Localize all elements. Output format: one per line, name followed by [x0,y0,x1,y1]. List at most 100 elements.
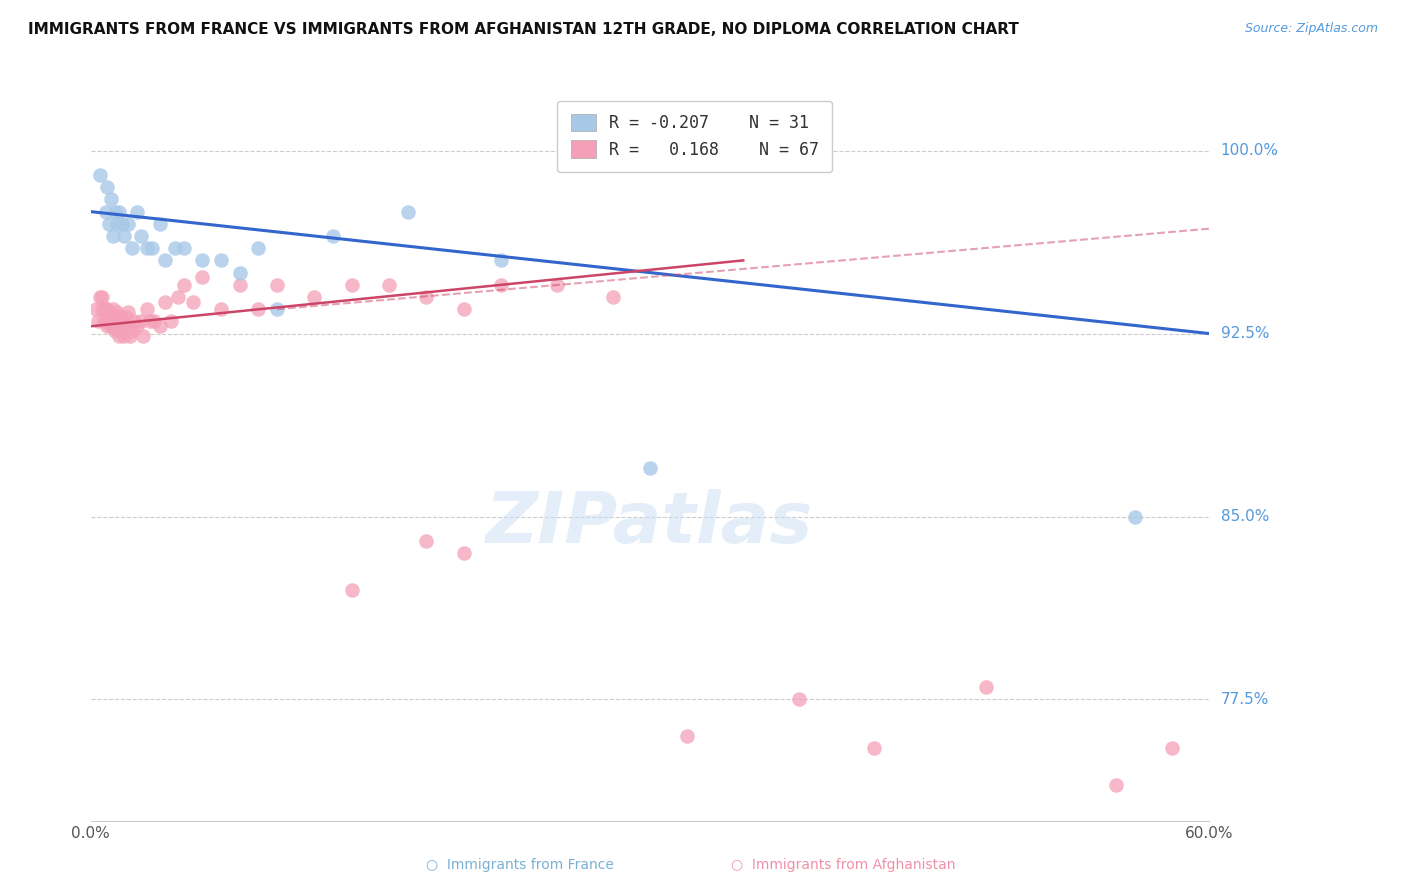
Point [98,304,121,318]
Point [94,302,117,317]
Point [111,217,134,231]
Text: IMMIGRANTS FROM FRANCE VS IMMIGRANTS FROM AFGHANISTAN 12TH GRADE, NO DIPLOMA COR: IMMIGRANTS FROM FRANCE VS IMMIGRANTS FRO… [28,22,1019,37]
Point [415,533,437,548]
Point [153,294,176,309]
Point [112,229,135,244]
Text: 77.5%: 77.5% [1220,692,1268,707]
Point [100,319,122,334]
Point [129,314,152,328]
Point [181,294,204,309]
Point [84,302,107,317]
Point [90,302,112,317]
Text: ○  Immigrants from France: ○ Immigrants from France [426,858,614,872]
Point [1105,778,1128,792]
Point [89,290,111,304]
Point [129,229,152,244]
Point [638,460,661,475]
Point [340,277,363,292]
Point [143,314,166,328]
Point [304,290,326,304]
Point [121,324,143,338]
Point [107,314,129,328]
Point [266,302,288,317]
Point [159,314,181,328]
Point [105,319,128,334]
Point [167,290,190,304]
Point [135,241,157,255]
Point [862,741,884,756]
Text: 92.5%: 92.5% [1220,326,1270,341]
Text: Source: ZipAtlas.com: Source: ZipAtlas.com [1244,22,1378,36]
Point [173,241,195,255]
Point [107,204,129,219]
Point [111,314,134,328]
Point [94,204,117,219]
Point [453,546,475,560]
Point [93,314,115,328]
Point [105,304,128,318]
Point [191,270,214,285]
Point [453,302,475,317]
Point [135,302,157,317]
Point [191,253,214,268]
Point [121,241,143,255]
Text: 100.0%: 100.0% [1220,143,1278,158]
Point [247,241,270,255]
Point [101,319,124,334]
Point [98,314,121,328]
Point [110,324,132,338]
Point [787,692,810,706]
Point [1161,741,1184,756]
Point [139,314,162,328]
Point [115,310,138,324]
Point [117,217,139,231]
Point [122,314,145,328]
Point [90,290,112,304]
Point [112,329,135,343]
Point [602,290,624,304]
Point [118,329,141,343]
Point [96,319,118,334]
Text: ○  Immigrants from Afghanistan: ○ Immigrants from Afghanistan [731,858,956,872]
Point [149,217,172,231]
Text: ZIPatlas: ZIPatlas [486,490,814,558]
Point [415,290,437,304]
Point [132,329,155,343]
Text: 85.0%: 85.0% [1220,509,1268,524]
Legend: R = -0.207    N = 31, R =   0.168    N = 67: R = -0.207 N = 31, R = 0.168 N = 67 [557,101,832,172]
Point [489,277,512,292]
Point [974,681,997,695]
Point [153,253,176,268]
Point [546,277,568,292]
Point [96,302,118,317]
Point [676,729,699,743]
Point [87,314,110,328]
Point [93,302,115,317]
Point [141,241,163,255]
Point [127,204,149,219]
Point [104,314,127,328]
Point [98,217,121,231]
Point [105,217,128,231]
Point [340,582,363,597]
Point [163,241,186,255]
Point [101,302,124,317]
Point [266,277,288,292]
Point [173,277,195,292]
Point [100,310,122,324]
Point [247,302,270,317]
Point [89,168,111,182]
Point [96,180,118,194]
Point [489,253,512,268]
Point [127,319,149,334]
Point [209,253,232,268]
Point [229,277,252,292]
Point [100,193,122,207]
Point [209,302,232,317]
Point [378,277,401,292]
Point [396,204,419,219]
Point [101,229,124,244]
Point [104,204,127,219]
Point [117,304,139,318]
Point [229,266,252,280]
